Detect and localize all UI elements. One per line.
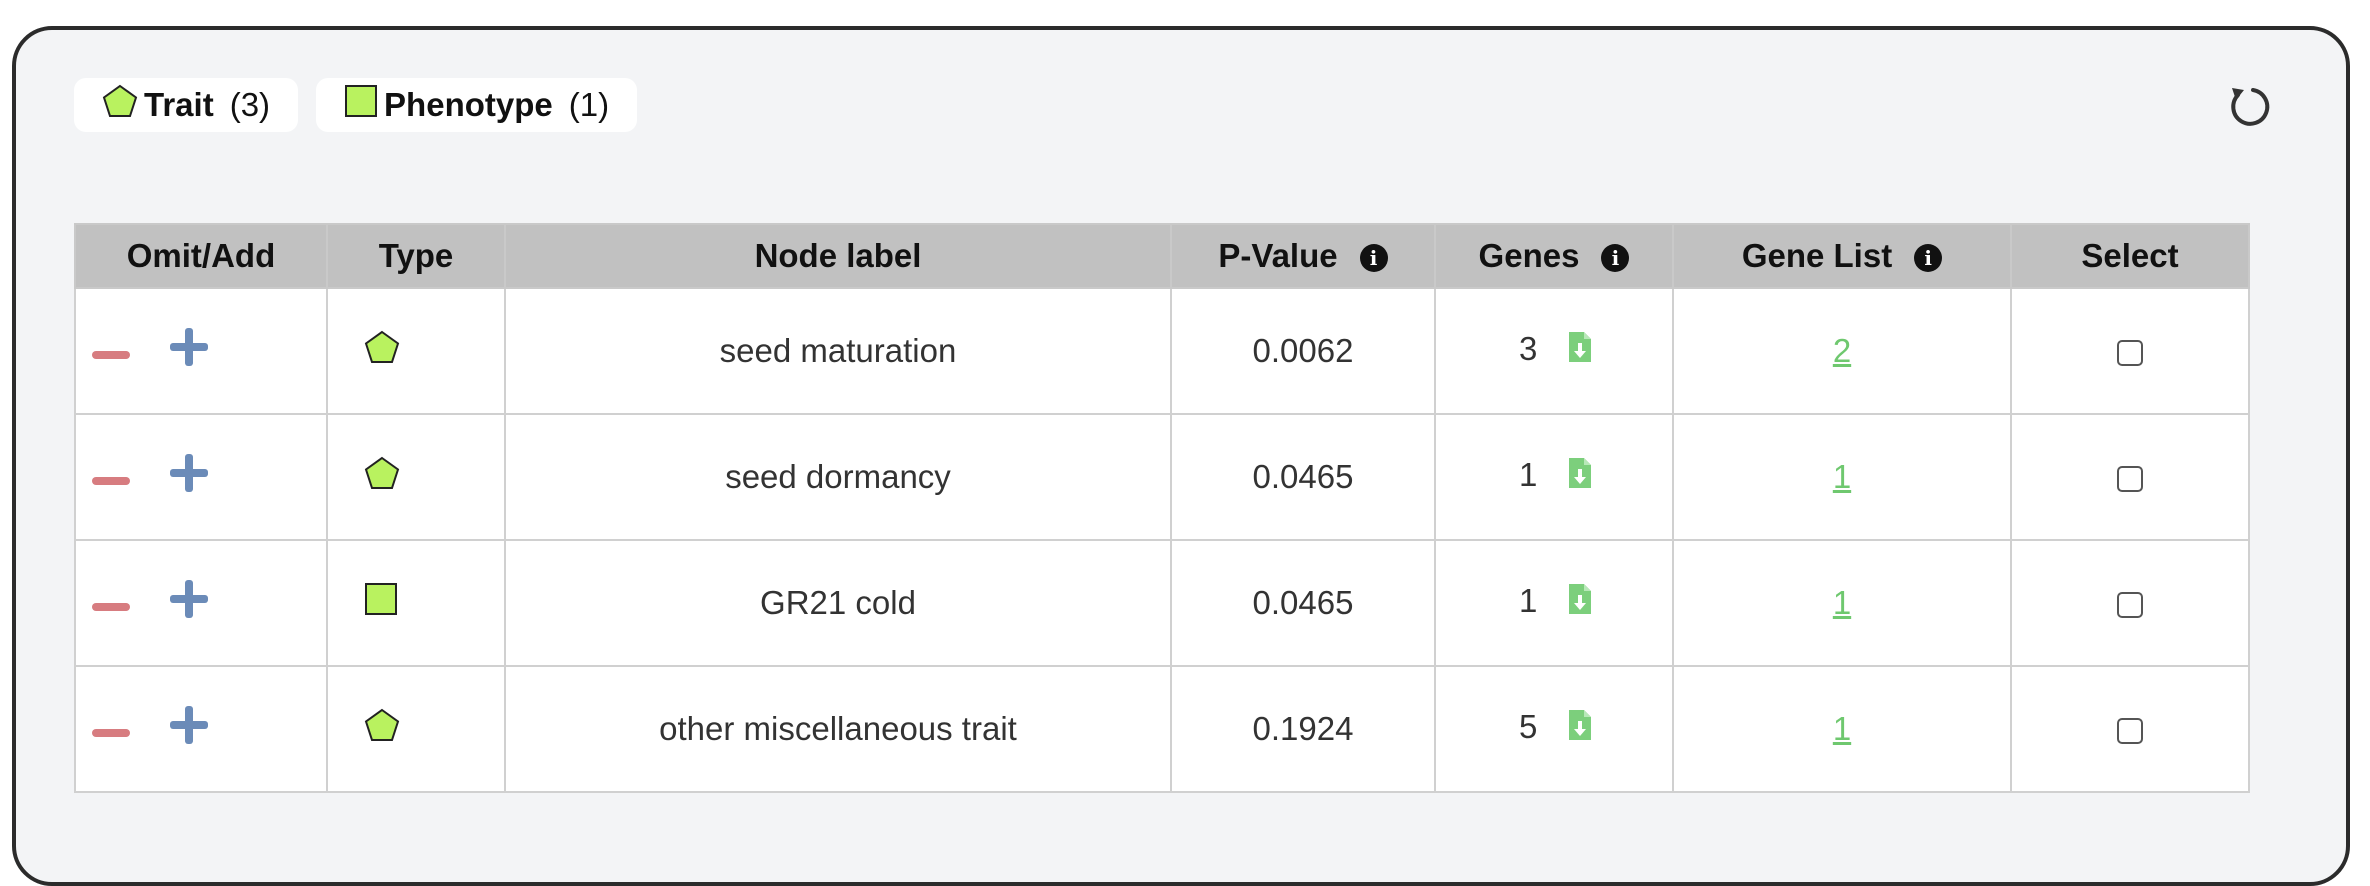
select-checkbox[interactable] [2117, 718, 2143, 745]
legend-chip-trait[interactable]: Trait (3) [74, 78, 299, 132]
select-cell [2010, 665, 2250, 793]
col-header-omit-add: Omit/Add [74, 223, 328, 289]
gene-list-cell: 1 [1672, 413, 2012, 541]
genes-cell: 5 [1434, 665, 1674, 793]
col-header-label: Gene List [1741, 237, 1893, 274]
select-cell [2010, 539, 2250, 667]
gene-count: 1 [1519, 455, 1538, 493]
gene-list-cell: 1 [1672, 539, 2012, 667]
file-download-icon[interactable] [1567, 582, 1593, 624]
legend: Trait (3) Phenotype (1) [74, 78, 638, 132]
omit-add-cell [74, 287, 328, 415]
genes-cell: 1 [1434, 539, 1674, 667]
type-cell [326, 287, 506, 415]
gene-count: 5 [1519, 707, 1538, 745]
omit-add-cell [74, 539, 328, 667]
omit-minus-icon[interactable] [90, 332, 132, 370]
node-label: seed maturation [504, 287, 1172, 415]
pentagon-icon [364, 708, 400, 749]
legend-label: Trait [144, 86, 214, 123]
square-icon [344, 84, 378, 126]
pentagon-icon [364, 330, 400, 371]
select-cell [2010, 287, 2250, 415]
omit-add-cell [74, 665, 328, 793]
add-plus-icon[interactable] [167, 451, 211, 503]
col-header-node-label: Node label [504, 223, 1172, 289]
legend-count: (1) [568, 86, 610, 123]
col-header-p-value: P-Value i [1170, 223, 1436, 289]
col-header-label: Genes [1478, 237, 1580, 274]
node-label: seed dormancy [504, 413, 1172, 541]
col-header-genes: Genes i [1434, 223, 1674, 289]
square-icon [364, 583, 398, 623]
p-value: 0.0465 [1170, 539, 1436, 667]
gene-count: 1 [1519, 581, 1538, 619]
add-plus-icon[interactable] [167, 703, 211, 755]
genes-cell: 1 [1434, 413, 1674, 541]
select-checkbox[interactable] [2117, 340, 2143, 367]
p-value: 0.0062 [1170, 287, 1436, 415]
gene-list-link[interactable]: 1 [1832, 710, 1852, 747]
col-header-label: P-Value [1218, 237, 1338, 274]
genes-cell: 3 [1434, 287, 1674, 415]
gene-list-link[interactable]: 1 [1832, 458, 1852, 495]
add-plus-icon[interactable] [167, 325, 211, 377]
info-icon[interactable]: i [1601, 244, 1630, 272]
type-cell [326, 539, 506, 667]
node-label: other miscellaneous trait [504, 665, 1172, 793]
omit-minus-icon[interactable] [90, 584, 132, 622]
gene-count: 3 [1519, 329, 1538, 367]
p-value: 0.1924 [1170, 665, 1436, 793]
table-row: seed dormancy 0.0465 1 1 [74, 413, 2250, 541]
table-row: GR21 cold 0.0465 1 1 [74, 539, 2250, 667]
select-cell [2010, 413, 2250, 541]
gene-list-cell: 2 [1672, 287, 2012, 415]
refresh-icon[interactable] [2226, 84, 2272, 130]
select-checkbox[interactable] [2117, 466, 2143, 493]
pentagon-icon [364, 456, 400, 497]
info-icon[interactable]: i [1914, 244, 1943, 272]
file-download-icon[interactable] [1567, 330, 1593, 372]
table-row: seed maturation 0.0062 3 2 [74, 287, 2250, 415]
add-plus-icon[interactable] [167, 577, 211, 629]
results-table: Omit/Add Type Node label P-Value i Genes i… [74, 223, 2250, 793]
table-row: other miscellaneous trait 0.1924 5 1 [74, 665, 2250, 793]
col-header-select: Select [2010, 223, 2250, 289]
gene-list-link[interactable]: 1 [1832, 584, 1852, 621]
legend-count: (3) [229, 86, 271, 123]
col-header-gene-list: Gene List i [1672, 223, 2012, 289]
pentagon-icon [102, 84, 138, 126]
gene-list-link[interactable]: 2 [1832, 332, 1852, 369]
legend-chip-phenotype[interactable]: Phenotype (1) [316, 78, 638, 132]
omit-add-cell [74, 413, 328, 541]
info-icon[interactable]: i [1359, 244, 1388, 272]
type-cell [326, 665, 506, 793]
p-value: 0.0465 [1170, 413, 1436, 541]
legend-label: Phenotype [384, 86, 553, 123]
results-panel: Trait (3) Phenotype (1) Omi [12, 26, 2350, 886]
node-label: GR21 cold [504, 539, 1172, 667]
file-download-icon[interactable] [1567, 708, 1593, 750]
omit-minus-icon[interactable] [90, 710, 132, 748]
omit-minus-icon[interactable] [90, 458, 132, 496]
table-header-row: Omit/Add Type Node label P-Value i Genes i… [74, 223, 2250, 289]
type-cell [326, 413, 506, 541]
col-header-type: Type [326, 223, 506, 289]
file-download-icon[interactable] [1567, 456, 1593, 498]
select-checkbox[interactable] [2117, 592, 2143, 619]
gene-list-cell: 1 [1672, 665, 2012, 793]
